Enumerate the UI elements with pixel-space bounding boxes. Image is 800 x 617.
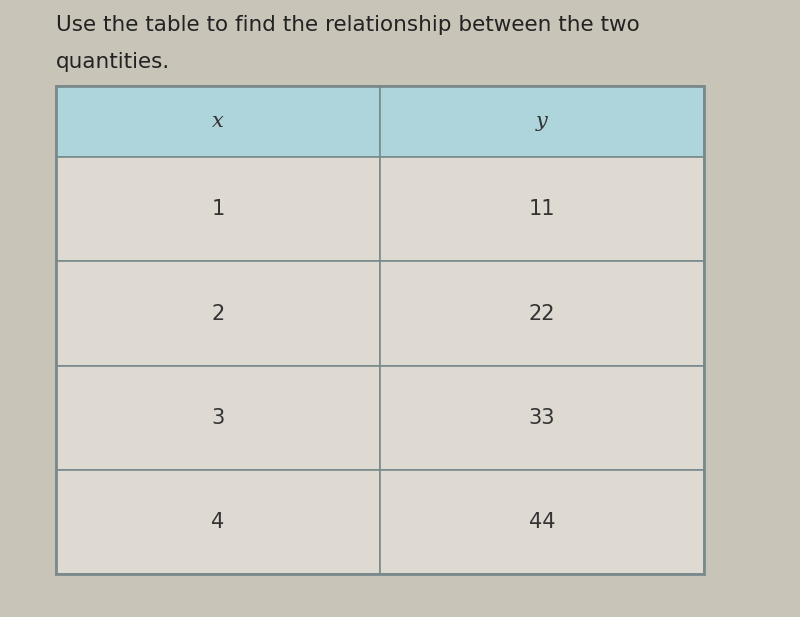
Text: quantities.: quantities. xyxy=(56,52,170,72)
Bar xyxy=(380,470,704,574)
Text: 33: 33 xyxy=(529,408,555,428)
Bar xyxy=(380,157,704,262)
Text: 44: 44 xyxy=(529,511,555,532)
Bar xyxy=(380,86,704,157)
Bar xyxy=(56,365,380,470)
Text: 22: 22 xyxy=(529,304,555,323)
Bar xyxy=(56,86,704,574)
Bar xyxy=(56,262,380,365)
Bar xyxy=(56,157,380,262)
Text: y: y xyxy=(536,112,548,131)
Text: 3: 3 xyxy=(211,408,225,428)
Text: 11: 11 xyxy=(529,199,555,220)
Text: 4: 4 xyxy=(211,511,225,532)
Bar xyxy=(380,365,704,470)
Text: 2: 2 xyxy=(211,304,225,323)
Bar xyxy=(56,470,380,574)
Text: 1: 1 xyxy=(211,199,225,220)
Bar xyxy=(380,262,704,365)
Text: Use the table to find the relationship between the two: Use the table to find the relationship b… xyxy=(56,15,640,35)
Bar xyxy=(56,86,380,157)
Text: x: x xyxy=(212,112,224,131)
